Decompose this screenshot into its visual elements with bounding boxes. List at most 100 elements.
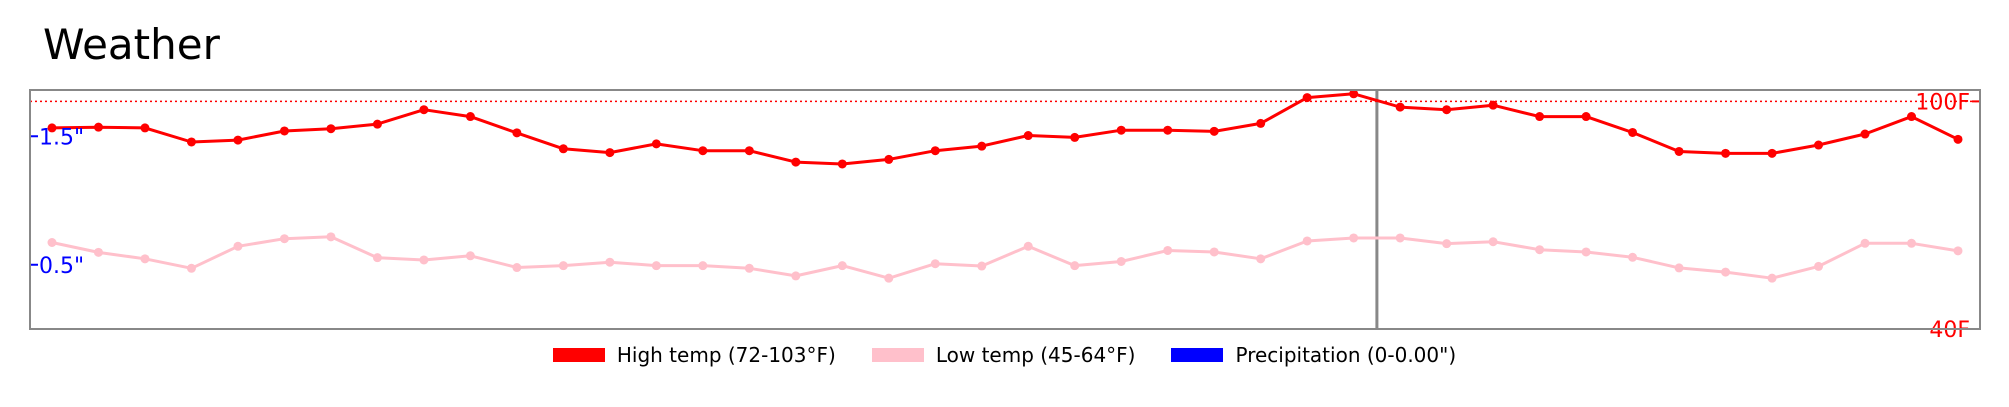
data-point-low-temp [1349,233,1359,243]
data-point-low-temp [1721,267,1731,277]
data-point-high-temp [1256,118,1266,128]
data-point-low-temp [419,255,429,265]
data-point-high-temp [605,148,615,158]
data-point-high-temp [1721,148,1731,158]
legend-item-high-temp: High temp (72-103°F) [552,343,836,367]
data-point-low-temp [837,261,847,271]
data-point-high-temp [47,123,57,133]
data-point-low-temp [1209,247,1219,257]
data-point-high-temp [1907,112,1917,122]
data-point-low-temp [884,273,894,283]
data-point-low-temp [93,247,103,257]
data-point-high-temp [1070,132,1080,142]
data-point-low-temp [1674,263,1684,273]
data-point-high-temp [884,154,894,164]
data-point-low-temp [1814,261,1824,271]
temp-tick-label: 40F [1929,318,1970,343]
data-point-high-temp [1767,148,1777,158]
data-point-high-temp [837,159,847,169]
data-point-high-temp [1628,127,1638,137]
data-point-low-temp [651,261,661,271]
data-point-high-temp [1535,112,1545,122]
data-point-high-temp [1209,126,1219,136]
data-point-low-temp [1628,252,1638,262]
data-point-high-temp [651,139,661,149]
data-point-high-temp [1860,129,1870,139]
data-point-low-temp [1767,273,1777,283]
data-point-low-temp [1070,261,1080,271]
series-line-high-temp [51,92,1959,166]
data-point-low-temp [326,232,336,242]
chart-title: Weather [43,20,220,69]
data-point-high-temp [930,146,940,156]
precip-tick-label: 1.5" [39,125,84,150]
data-point-high-temp [1814,140,1824,150]
data-point-low-temp [1535,245,1545,255]
data-point-high-temp [977,141,987,151]
data-point-low-temp [1256,254,1266,264]
data-point-high-temp [1674,146,1684,156]
data-point-high-temp [140,123,150,133]
data-point-low-temp [1302,236,1312,246]
legend-item-precipitation: Precipitation (0-0.00") [1171,343,1456,367]
precip-tick-label: 0.5" [39,254,84,279]
data-point-high-temp [512,128,522,138]
data-point-high-temp [1395,102,1405,112]
series-layer [47,89,1963,283]
data-point-high-temp [1488,100,1498,110]
legend-swatch-high-temp [552,348,605,362]
data-point-high-temp [465,112,475,122]
data-point-high-temp [93,122,103,132]
data-point-high-temp [233,135,243,145]
data-point-high-temp [1163,125,1173,135]
data-point-low-temp [465,251,475,261]
data-point-high-temp [326,124,336,134]
data-point-low-temp [1907,238,1917,248]
data-point-low-temp [1442,239,1452,249]
data-point-high-temp [372,119,382,129]
data-point-high-temp [1349,89,1359,99]
data-point-low-temp [605,257,615,267]
data-point-high-temp [1302,93,1312,103]
data-point-high-temp [1442,105,1452,115]
data-point-high-temp [186,137,196,147]
data-point-high-temp [1953,134,1963,144]
data-point-low-temp [233,241,243,251]
legend-label-precipitation: Precipitation (0-0.00") [1235,343,1457,367]
temp-tick-label: 100F [1915,90,1970,115]
data-point-low-temp [1488,237,1498,247]
data-point-low-temp [698,261,708,271]
data-point-low-temp [1581,247,1591,257]
data-point-low-temp [1163,245,1173,255]
legend-label-high-temp: High temp (72-103°F) [616,343,836,367]
data-point-low-temp [1116,256,1126,266]
data-point-low-temp [1023,241,1033,251]
data-point-high-temp [1023,131,1033,141]
data-point-low-temp [1395,233,1405,243]
legend-item-low-temp: Low temp (45-64°F) [871,343,1136,367]
data-point-low-temp [977,261,987,271]
data-point-high-temp [279,126,289,136]
data-point-high-temp [558,144,568,154]
data-point-low-temp [744,263,754,273]
data-point-high-temp [1581,112,1591,122]
axis-layer: 100F 40F 1.5" 0.5" [30,90,1980,343]
legend-label-low-temp: Low temp (45-64°F) [935,343,1136,367]
legend-swatch-low-temp [871,348,924,362]
data-point-low-temp [1860,238,1870,248]
legend-swatch-precipitation [1171,348,1224,362]
legend: High temp (72-103°F) Low temp (45-64°F) … [0,343,2009,367]
series-line-low-temp [51,235,1959,280]
data-point-high-temp [744,146,754,156]
plot-frame [29,89,1981,330]
data-point-low-temp [279,234,289,244]
data-point-high-temp [1116,125,1126,135]
data-point-low-temp [47,238,57,248]
data-point-low-temp [1953,246,1963,256]
data-point-high-temp [698,146,708,156]
data-point-low-temp [558,261,568,271]
data-point-low-temp [140,254,150,264]
data-point-low-temp [930,259,940,269]
data-point-low-temp [186,263,196,273]
